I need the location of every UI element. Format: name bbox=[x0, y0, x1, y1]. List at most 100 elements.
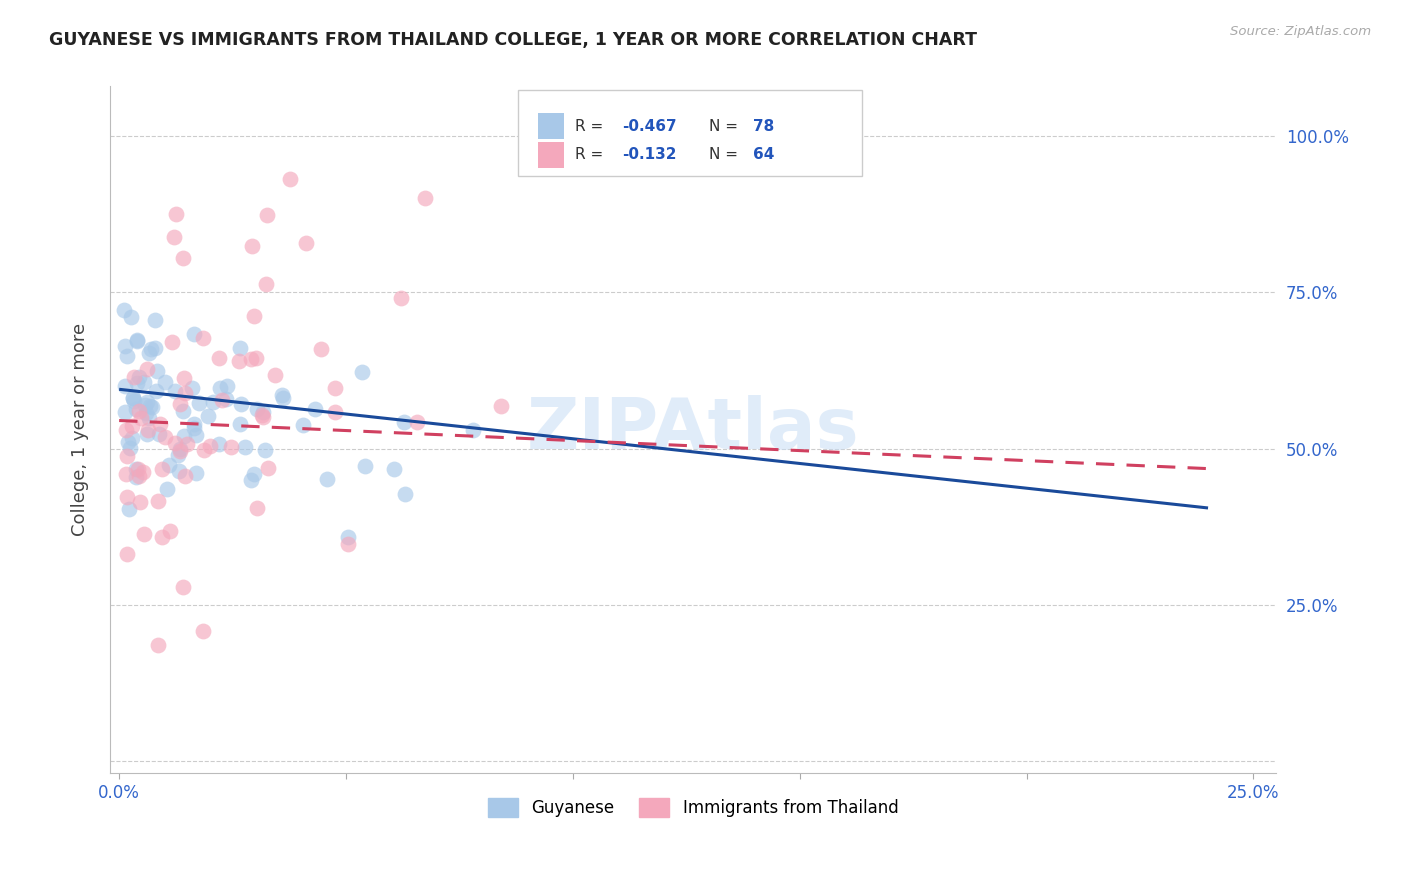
Text: GUYANESE VS IMMIGRANTS FROM THAILAND COLLEGE, 1 YEAR OR MORE CORRELATION CHART: GUYANESE VS IMMIGRANTS FROM THAILAND COL… bbox=[49, 31, 977, 49]
Point bbox=[124, 393, 146, 408]
Text: -0.132: -0.132 bbox=[621, 147, 676, 162]
Point bbox=[191, 331, 214, 345]
Point bbox=[173, 371, 195, 385]
Point bbox=[167, 448, 190, 462]
Point bbox=[215, 378, 238, 392]
Point bbox=[163, 436, 186, 450]
Point bbox=[141, 342, 163, 356]
Point bbox=[173, 386, 195, 401]
Point bbox=[354, 458, 377, 473]
Point bbox=[127, 376, 149, 390]
Point bbox=[413, 191, 436, 205]
Point bbox=[138, 346, 160, 360]
Point bbox=[197, 409, 219, 423]
Bar bbox=[538, 142, 564, 168]
Text: R =: R = bbox=[575, 119, 609, 134]
Point bbox=[254, 277, 277, 291]
Point bbox=[292, 417, 315, 432]
Point bbox=[146, 638, 169, 652]
Point bbox=[228, 341, 250, 355]
Point bbox=[128, 495, 150, 509]
Point bbox=[127, 334, 149, 348]
FancyBboxPatch shape bbox=[519, 90, 862, 176]
Point bbox=[125, 333, 148, 347]
Point bbox=[136, 394, 159, 409]
Point bbox=[169, 442, 191, 456]
Point bbox=[138, 411, 160, 425]
Point bbox=[208, 351, 231, 366]
Point bbox=[246, 501, 269, 516]
Point bbox=[128, 469, 150, 483]
Point bbox=[115, 547, 138, 561]
Point bbox=[240, 238, 263, 252]
Point bbox=[191, 624, 214, 638]
Point bbox=[114, 467, 136, 481]
Point bbox=[141, 400, 163, 414]
Text: 78: 78 bbox=[752, 119, 773, 134]
Point bbox=[240, 473, 263, 487]
Point bbox=[134, 398, 156, 412]
Point bbox=[114, 405, 136, 419]
Point bbox=[118, 441, 141, 455]
Point bbox=[183, 421, 205, 435]
Point bbox=[155, 430, 177, 444]
Point bbox=[350, 365, 373, 379]
Point bbox=[394, 415, 416, 429]
Point bbox=[117, 490, 139, 504]
Y-axis label: College, 1 year or more: College, 1 year or more bbox=[72, 323, 89, 536]
Point bbox=[173, 429, 195, 443]
Point bbox=[134, 527, 156, 541]
Point bbox=[143, 341, 166, 355]
Point bbox=[159, 524, 181, 539]
Point bbox=[115, 423, 138, 437]
Point bbox=[149, 417, 172, 431]
Point bbox=[136, 426, 159, 441]
Text: N =: N = bbox=[710, 147, 744, 162]
Point bbox=[250, 408, 273, 422]
Point bbox=[336, 537, 359, 551]
Point bbox=[120, 310, 142, 325]
Point bbox=[252, 409, 274, 424]
Point bbox=[181, 381, 204, 395]
Point bbox=[278, 172, 301, 186]
Point bbox=[186, 466, 208, 480]
Point bbox=[129, 411, 152, 425]
Point bbox=[273, 391, 295, 405]
Point bbox=[394, 487, 416, 501]
Point bbox=[135, 406, 157, 420]
Point bbox=[163, 229, 186, 244]
Legend: Guyanese, Immigrants from Thailand: Guyanese, Immigrants from Thailand bbox=[481, 791, 905, 823]
Point bbox=[200, 440, 222, 454]
Point bbox=[183, 417, 205, 431]
Point bbox=[228, 354, 250, 368]
Point bbox=[174, 469, 197, 483]
Point bbox=[172, 404, 194, 418]
Point bbox=[211, 392, 233, 407]
Point bbox=[489, 400, 512, 414]
Point bbox=[239, 352, 262, 367]
Point bbox=[184, 427, 207, 442]
Point bbox=[304, 402, 326, 417]
Point bbox=[256, 208, 278, 222]
Point bbox=[229, 417, 252, 431]
Point bbox=[114, 339, 136, 353]
Point bbox=[254, 442, 277, 457]
Point bbox=[172, 251, 194, 265]
Point bbox=[121, 431, 143, 445]
Point bbox=[127, 461, 149, 475]
Point bbox=[128, 404, 150, 418]
Point bbox=[146, 364, 169, 378]
Point bbox=[406, 415, 429, 429]
Point bbox=[384, 462, 406, 476]
Point bbox=[172, 581, 194, 595]
Point bbox=[114, 379, 136, 393]
Point bbox=[118, 501, 141, 516]
Point bbox=[148, 427, 170, 442]
Point bbox=[115, 349, 138, 363]
Text: ZIPAtlas: ZIPAtlas bbox=[527, 395, 859, 465]
Point bbox=[461, 423, 484, 437]
Point bbox=[252, 405, 274, 419]
Point bbox=[208, 437, 231, 451]
Point bbox=[243, 310, 266, 324]
Point bbox=[215, 392, 238, 406]
